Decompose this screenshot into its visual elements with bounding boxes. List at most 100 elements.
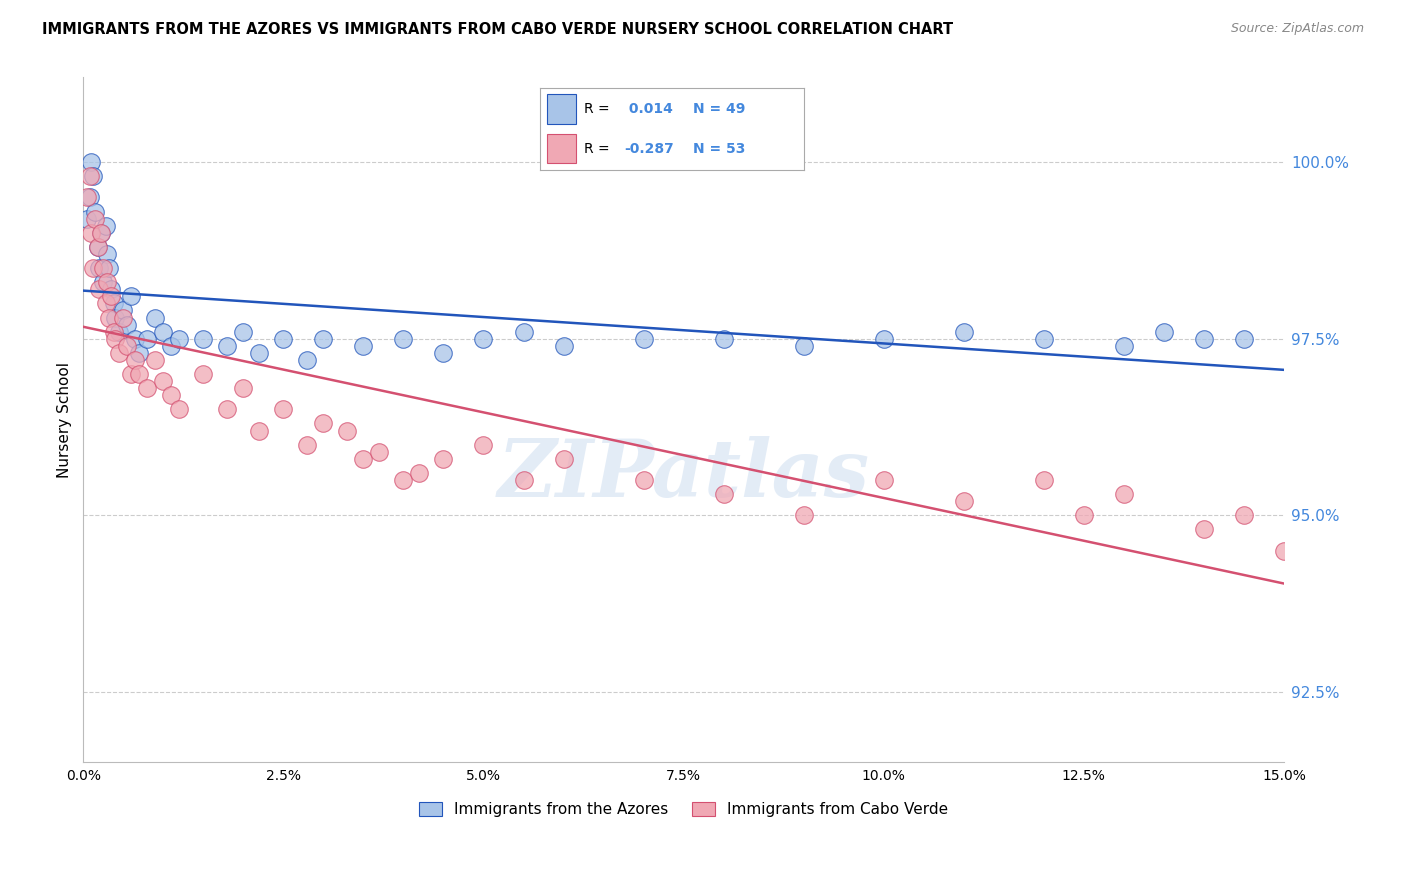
Point <box>232 381 254 395</box>
Y-axis label: Nursery School: Nursery School <box>58 362 72 478</box>
Point <box>472 332 495 346</box>
Point <box>793 339 815 353</box>
Point <box>336 424 359 438</box>
Point <box>472 437 495 451</box>
Point <box>76 190 98 204</box>
Point <box>1032 332 1054 346</box>
Point <box>94 296 117 310</box>
Text: Source: ZipAtlas.com: Source: ZipAtlas.com <box>1230 22 1364 36</box>
Point <box>97 310 120 325</box>
Point <box>117 339 139 353</box>
Point <box>82 261 104 276</box>
Point <box>76 211 98 226</box>
Point <box>512 473 534 487</box>
Point <box>143 310 166 325</box>
Point <box>89 282 111 296</box>
Point <box>408 466 430 480</box>
Point <box>89 261 111 276</box>
Point <box>633 473 655 487</box>
Point <box>1192 522 1215 536</box>
Point <box>124 332 146 346</box>
Point <box>312 332 335 346</box>
Point <box>128 367 150 381</box>
Point <box>108 325 131 339</box>
Point <box>169 402 191 417</box>
Point <box>193 367 215 381</box>
Point <box>82 169 104 184</box>
Point <box>112 310 135 325</box>
Point <box>80 155 103 169</box>
Point <box>232 325 254 339</box>
Point <box>136 332 159 346</box>
Point <box>1233 508 1256 523</box>
Point <box>160 388 183 402</box>
Point <box>392 332 415 346</box>
Point <box>124 352 146 367</box>
Point <box>1073 508 1095 523</box>
Point <box>217 339 239 353</box>
Point <box>120 367 142 381</box>
Point <box>312 417 335 431</box>
Point <box>1272 543 1295 558</box>
Point <box>100 282 122 296</box>
Point <box>90 226 112 240</box>
Point <box>97 261 120 276</box>
Point <box>128 346 150 360</box>
Point <box>952 494 974 508</box>
Point <box>1192 332 1215 346</box>
Point <box>873 473 896 487</box>
Point <box>86 240 108 254</box>
Point <box>297 352 319 367</box>
Point <box>952 325 974 339</box>
Point <box>143 352 166 367</box>
Point <box>193 332 215 346</box>
Point <box>136 381 159 395</box>
Point <box>1153 325 1175 339</box>
Point <box>297 437 319 451</box>
Point <box>112 303 135 318</box>
Point <box>169 332 191 346</box>
Legend: Immigrants from the Azores, Immigrants from Cabo Verde: Immigrants from the Azores, Immigrants f… <box>413 796 955 823</box>
Point <box>273 332 295 346</box>
Point <box>91 275 114 289</box>
Point <box>247 346 270 360</box>
Point <box>96 247 118 261</box>
Point <box>352 451 374 466</box>
Point <box>873 332 896 346</box>
Point <box>80 226 103 240</box>
Point <box>553 451 575 466</box>
Point <box>432 346 454 360</box>
Point <box>1233 332 1256 346</box>
Point <box>90 226 112 240</box>
Point <box>368 444 391 458</box>
Text: ZIPatlas: ZIPatlas <box>498 436 870 514</box>
Point <box>117 318 139 332</box>
Point <box>152 374 174 388</box>
Point <box>103 296 125 310</box>
Point <box>104 332 127 346</box>
Point <box>713 332 735 346</box>
Point <box>793 508 815 523</box>
Point <box>104 310 127 325</box>
Point <box>713 487 735 501</box>
Point <box>512 325 534 339</box>
Point <box>1112 487 1135 501</box>
Text: IMMIGRANTS FROM THE AZORES VS IMMIGRANTS FROM CABO VERDE NURSERY SCHOOL CORRELAT: IMMIGRANTS FROM THE AZORES VS IMMIGRANTS… <box>42 22 953 37</box>
Point <box>273 402 295 417</box>
Point <box>553 339 575 353</box>
Point <box>94 219 117 233</box>
Point <box>108 346 131 360</box>
Point <box>91 261 114 276</box>
Point <box>247 424 270 438</box>
Point <box>96 275 118 289</box>
Point <box>79 169 101 184</box>
Point <box>103 325 125 339</box>
Point <box>633 332 655 346</box>
Point <box>79 190 101 204</box>
Point <box>100 289 122 303</box>
Point <box>84 211 107 226</box>
Point <box>1112 339 1135 353</box>
Point <box>392 473 415 487</box>
Point <box>217 402 239 417</box>
Point <box>86 240 108 254</box>
